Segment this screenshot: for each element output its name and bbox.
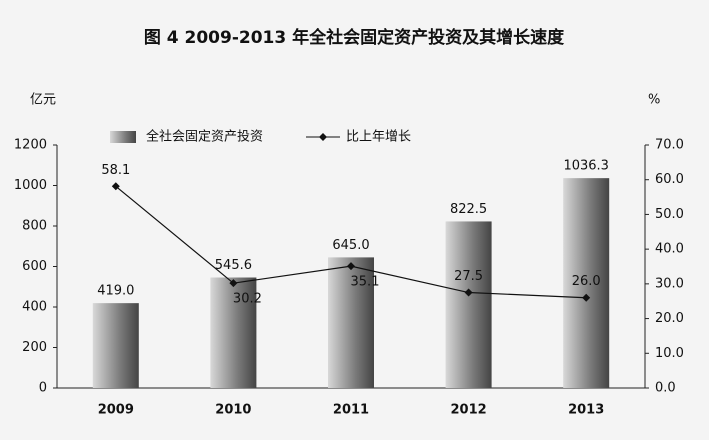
y-tick-label: 1200 xyxy=(14,138,47,153)
y-tick-label: 800 xyxy=(22,219,47,234)
y2-tick-label: 70.0 xyxy=(655,138,684,153)
y-tick-label: 600 xyxy=(22,259,47,274)
line-value-label: 26.0 xyxy=(572,274,601,289)
x-tick-label: 2012 xyxy=(451,403,487,418)
bar xyxy=(210,277,257,388)
y-tick-label: 400 xyxy=(22,300,47,315)
y-tick-label: 1000 xyxy=(14,178,47,193)
y2-tick-label: 30.0 xyxy=(655,276,684,291)
point xyxy=(347,262,355,271)
chart-title: 图 4 2009-2013 年全社会固定资产投资及其增长速度 xyxy=(144,27,565,48)
legend-label: 比上年增长 xyxy=(346,130,411,145)
bar xyxy=(445,221,492,388)
line-value-label: 30.2 xyxy=(233,292,262,307)
legend-label: 全社会固定资产投资 xyxy=(146,129,263,145)
point xyxy=(582,293,591,302)
legend-swatch xyxy=(319,133,327,141)
y2-tick-label: 40.0 xyxy=(655,242,684,257)
y2-tick-label: 0.0 xyxy=(655,381,676,396)
y-axis-label: 亿元 xyxy=(30,93,56,108)
y2-tick-label: 50.0 xyxy=(655,207,684,222)
x-tick-label: 2013 xyxy=(568,403,604,418)
bar-value-label: 419.0 xyxy=(97,284,134,299)
bar-value-label: 545.6 xyxy=(215,258,252,273)
bar-value-label: 645.0 xyxy=(332,238,369,253)
y2-tick-label: 60.0 xyxy=(655,172,684,187)
x-tick-label: 2011 xyxy=(333,403,369,418)
point xyxy=(111,182,120,191)
x-tick-label: 2010 xyxy=(215,403,251,418)
bar xyxy=(328,257,374,388)
bar xyxy=(92,303,139,388)
y2-axis-label: % xyxy=(648,93,660,108)
y2-tick-label: 20.0 xyxy=(655,311,684,326)
y-tick-label: 0 xyxy=(39,381,47,396)
bar-value-label: 1036.3 xyxy=(563,159,609,174)
y2-tick-label: 10.0 xyxy=(655,346,684,361)
bar-value-label: 822.5 xyxy=(450,202,487,217)
point xyxy=(464,288,473,297)
y-tick-label: 200 xyxy=(22,340,47,355)
bar xyxy=(563,178,610,388)
x-tick-label: 2009 xyxy=(98,403,134,418)
line-value-label: 27.5 xyxy=(454,269,483,284)
line-value-label: 35.1 xyxy=(351,275,380,290)
legend-swatch xyxy=(110,131,136,143)
point xyxy=(229,279,238,288)
line-value-label: 58.1 xyxy=(101,163,130,178)
